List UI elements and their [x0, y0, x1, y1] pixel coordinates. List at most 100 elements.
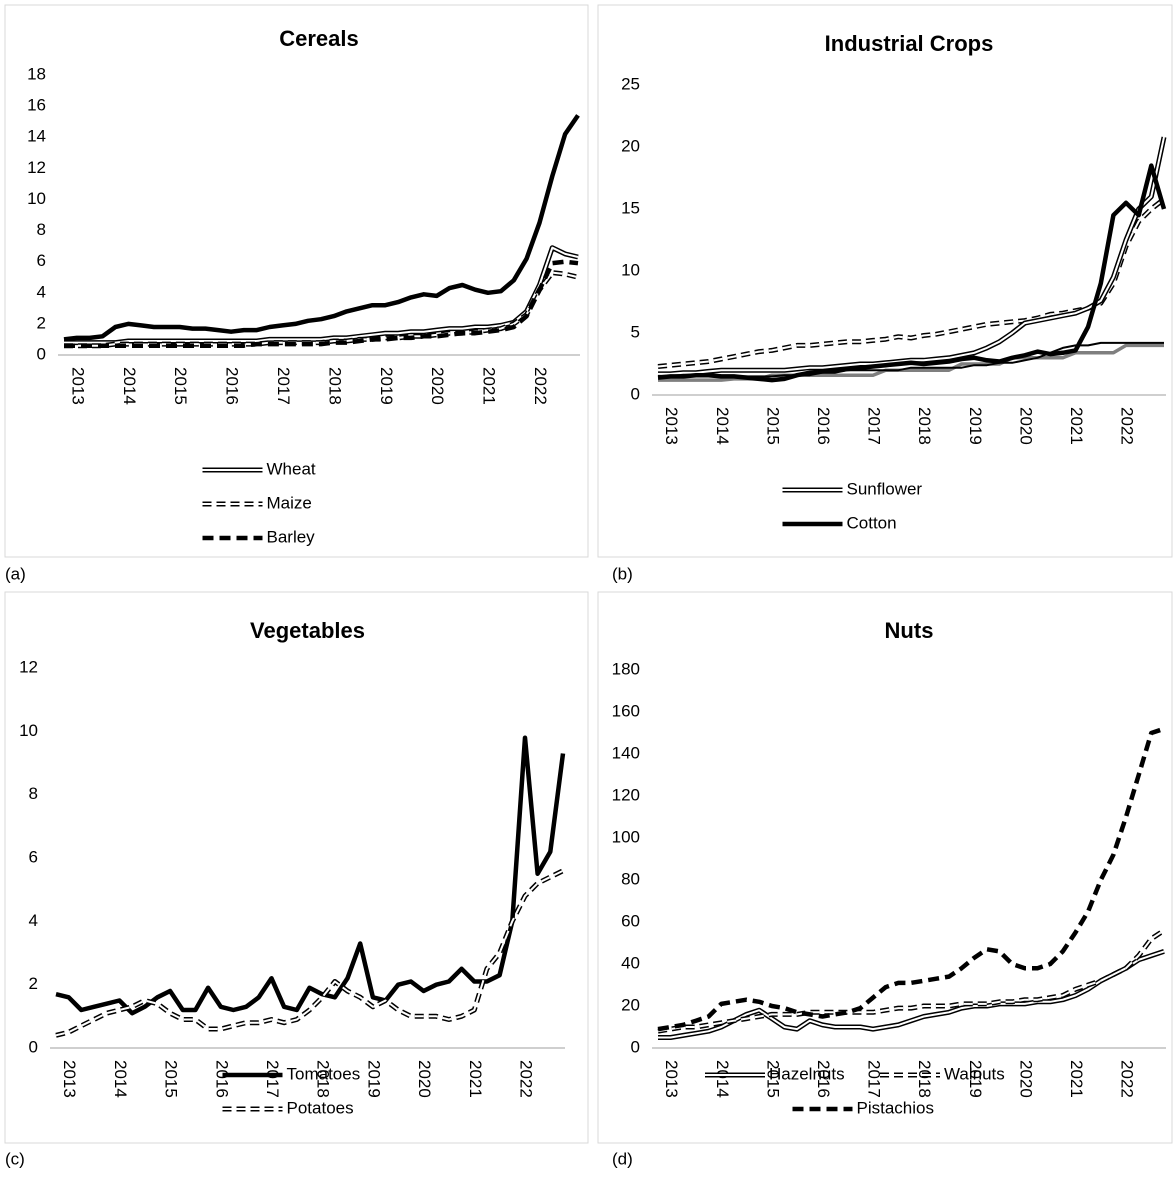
legend-label: Potatoes — [287, 1098, 354, 1117]
x-tick-label: 2019 — [966, 407, 985, 445]
x-tick-label: 2022 — [1118, 407, 1137, 445]
x-tick-label: 2019 — [377, 367, 396, 405]
y-tick-label: 14 — [27, 127, 46, 146]
x-tick-label: 2020 — [428, 367, 447, 405]
line — [657, 726, 1165, 1032]
y-tick-label: 12 — [27, 158, 46, 177]
y-tick-label: 12 — [19, 657, 38, 676]
line — [55, 735, 566, 1016]
x-tick-label: 2021 — [480, 367, 499, 405]
x-tick-label: 2018 — [314, 1060, 333, 1098]
x-tick-label: 2022 — [1118, 1060, 1137, 1098]
x-tick-label: 2015 — [763, 407, 782, 445]
y-tick-label: 0 — [29, 1037, 38, 1056]
x-tick-label: 2019 — [364, 1060, 383, 1098]
y-tick-label: 6 — [29, 847, 38, 866]
y-tick-label: 140 — [612, 743, 640, 762]
y-tick-label: 15 — [621, 198, 640, 217]
x-tick-label: 2020 — [415, 1060, 434, 1098]
panel-label: (d) — [612, 1149, 633, 1168]
x-tick-label: 2014 — [111, 1060, 130, 1098]
y-tick-label: 2 — [37, 313, 46, 332]
panel-border — [597, 4, 1173, 558]
y-tick-label: 25 — [621, 74, 640, 93]
y-tick-label: 10 — [621, 260, 640, 279]
x-tick-label: 2016 — [223, 367, 242, 405]
panel-border — [597, 591, 1173, 1144]
x-tick-label: 2020 — [1016, 407, 1035, 445]
chart-title: Vegetables — [250, 618, 365, 643]
legend-label: Sunflower — [847, 479, 923, 498]
panel-label: (a) — [5, 564, 26, 583]
y-tick-label: 0 — [631, 384, 640, 403]
y-tick-label: 180 — [612, 659, 640, 678]
y-tick-label: 4 — [29, 911, 38, 930]
panel-border — [4, 591, 589, 1144]
x-tick-label: 2017 — [865, 407, 884, 445]
y-tick-label: 18 — [27, 64, 46, 83]
x-tick-label: 2016 — [212, 1060, 231, 1098]
legend-label: Barley — [267, 527, 316, 546]
y-tick-label: 6 — [37, 251, 46, 270]
x-tick-label: 2017 — [865, 1060, 884, 1098]
chart-title: Industrial Crops — [825, 31, 994, 56]
x-tick-label: 2021 — [1067, 407, 1086, 445]
y-tick-label: 5 — [631, 322, 640, 341]
legend-label: Hazelnuts — [769, 1064, 845, 1083]
y-tick-label: 16 — [27, 96, 46, 115]
x-tick-label: 2017 — [274, 367, 293, 405]
line — [657, 929, 1165, 1033]
y-tick-label: 160 — [612, 701, 640, 720]
line-outline — [64, 270, 579, 349]
x-tick-label: 2020 — [1016, 1060, 1035, 1098]
x-tick-label: 2013 — [662, 1060, 681, 1098]
y-tick-label: 0 — [37, 344, 46, 363]
line-outline — [657, 197, 1166, 369]
x-tick-label: 2019 — [966, 1060, 985, 1098]
y-tick-label: 4 — [37, 282, 46, 301]
line — [64, 259, 579, 348]
y-tick-label: 80 — [621, 869, 640, 888]
y-tick-label: 100 — [612, 827, 640, 846]
legend-label: Wheat — [267, 459, 316, 478]
line — [64, 246, 579, 344]
x-tick-label: 2013 — [60, 1060, 79, 1098]
y-tick-label: 20 — [621, 995, 640, 1014]
y-tick-label: 10 — [27, 189, 46, 208]
x-tick-label: 2014 — [120, 367, 139, 405]
x-tick-label: 2018 — [325, 367, 344, 405]
y-tick-label: 8 — [29, 784, 38, 803]
y-tick-label: 8 — [37, 220, 46, 239]
x-tick-label: 2018 — [915, 1060, 934, 1098]
x-tick-label: 2014 — [713, 1060, 732, 1098]
x-tick-label: 2015 — [162, 1060, 181, 1098]
line-outline — [657, 928, 1166, 1034]
x-tick-label: 2021 — [466, 1060, 485, 1098]
y-tick-label: 2 — [29, 974, 38, 993]
x-tick-label: 2014 — [713, 407, 732, 445]
x-tick-label: 2016 — [814, 407, 833, 445]
legend-label: Walnuts — [944, 1064, 1005, 1083]
y-tick-label: 0 — [631, 1037, 640, 1056]
y-tick-label: 10 — [19, 721, 38, 740]
y-tick-label: 60 — [621, 911, 640, 930]
x-tick-label: 2018 — [915, 407, 934, 445]
x-tick-label: 2017 — [263, 1060, 282, 1098]
legend-label: Cotton — [847, 513, 897, 532]
panel-border — [4, 4, 589, 558]
panel-label: (b) — [612, 564, 633, 583]
y-tick-label: 20 — [621, 136, 640, 155]
line — [55, 869, 564, 1037]
x-tick-label: 2015 — [171, 367, 190, 405]
line — [63, 114, 580, 342]
chart-title: Nuts — [885, 618, 934, 643]
line-outline — [658, 949, 1165, 1040]
x-tick-label: 2013 — [68, 367, 87, 405]
x-tick-label: 2022 — [531, 367, 550, 405]
y-tick-label: 40 — [621, 953, 640, 972]
panel-label: (c) — [5, 1149, 25, 1168]
line — [658, 136, 1165, 375]
x-tick-label: 2015 — [763, 1060, 782, 1098]
